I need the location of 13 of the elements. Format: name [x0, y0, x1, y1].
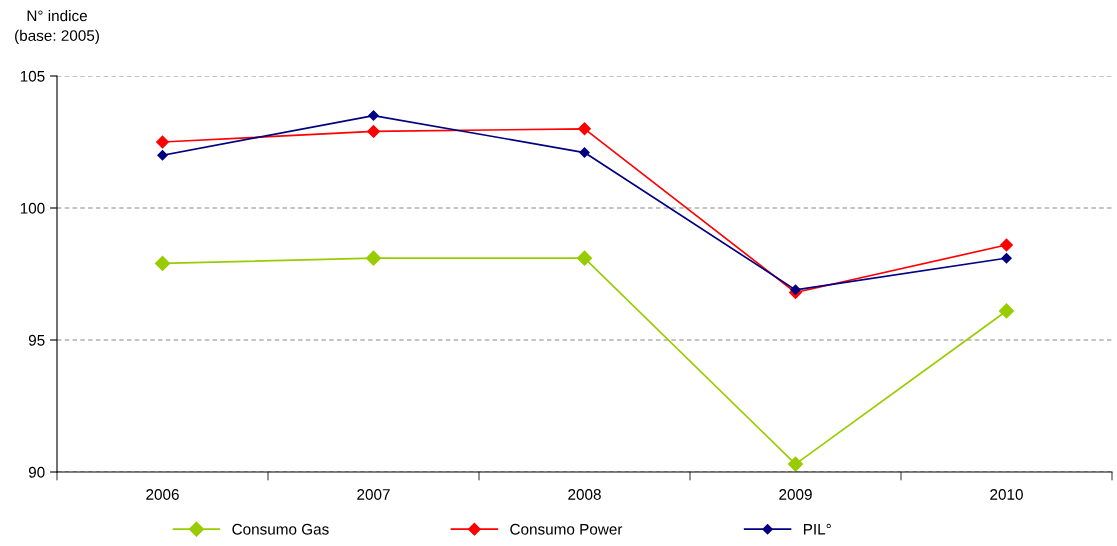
y-tick-label: 105: [20, 70, 45, 82]
y-axis-title: N° indice (base: 2005): [15, 10, 99, 45]
x-tick-label: 2006: [146, 489, 179, 500]
legend-label: Consumo Power: [510, 523, 623, 535]
legend-label: PIL°: [803, 523, 831, 535]
x-tick-label: 2007: [357, 489, 390, 500]
x-tick-label: 2010: [990, 489, 1023, 500]
x-tick-label: 2008: [568, 489, 601, 500]
y-tick-label: 100: [20, 202, 45, 214]
y-tick-label: 95: [28, 334, 45, 346]
legend-label: Consumo Gas: [232, 523, 329, 535]
y-tick-label: 90: [28, 466, 45, 478]
x-tick-label: 2009: [779, 489, 812, 500]
